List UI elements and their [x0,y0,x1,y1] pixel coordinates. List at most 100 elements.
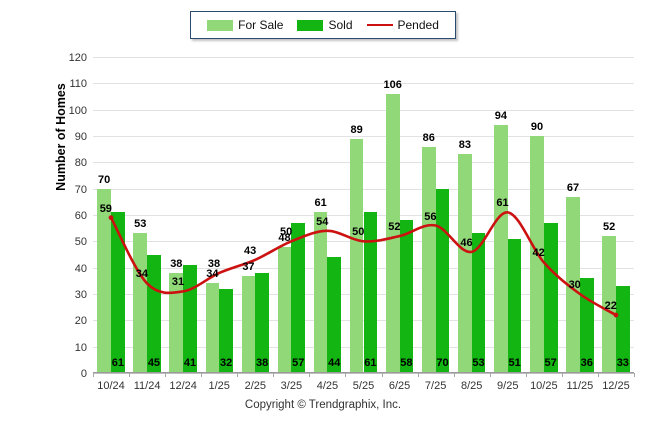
x-axis-tick-label: 7/25 [424,380,447,392]
data-label-for-sale: 67 [566,181,580,194]
x-axis-tick-mark [201,373,203,377]
x-axis-line [93,372,634,373]
data-label-sold: 44 [328,357,341,369]
x-axis-tick-label: 12/24 [169,380,197,392]
y-axis-tick-label: 110 [69,78,87,91]
gridline: 70 [75,184,634,196]
x-axis-tick-label: 8/25 [460,380,483,392]
x-axis-tick-mark [489,373,491,377]
data-label-for-sale: 53 [134,218,147,231]
data-label-for-sale: 48 [278,231,291,244]
x-axis-tick-mark [453,373,455,377]
copyright-note: Copyright © Trendgraphix, Inc. [244,399,402,411]
x-axis-tick-mark [129,373,131,377]
gridline: 80 [75,157,634,169]
data-label-pended: 56 [424,210,437,223]
x-axis-tick-label: 1/25 [208,380,230,392]
data-label-sold: 58 [400,357,413,369]
chart-plot-area: 0 10 20 30 40 50 60 70 80 90 100 110 120 10/24 11/24 12… [69,52,635,392]
data-label-sold: 33 [616,357,629,369]
x-axis-tick-mark [597,373,599,377]
x-axis-tick-mark [273,373,275,377]
data-label-pended: 22 [604,300,617,313]
data-label-pended: 31 [171,276,185,289]
gridline: 90 [75,131,634,143]
x-axis-tick-label: 3/25 [280,380,303,392]
x-axis-tick-mark [93,373,94,377]
x-axis-tick-mark [165,373,167,377]
data-label-pended: 61 [496,197,509,210]
x-axis-tick-label: 5/25 [352,380,375,392]
y-axis-tick-label: 100 [68,104,87,117]
data-label-for-sale: 86 [422,131,435,144]
y-axis-title: Number of Homes [54,83,68,191]
x-axis-tick-label: 4/25 [316,380,339,392]
x-axis-tick-mark [237,373,239,377]
data-label-for-sale: 70 [98,173,111,186]
data-label-sold: 61 [364,357,377,369]
data-label-pended: 50 [280,226,293,239]
x-axis-tick-mark [417,373,419,377]
data-label-sold: 57 [292,357,305,369]
data-label-pended: 42 [532,247,545,260]
data-label-for-sale: 89 [350,123,363,136]
data-label-sold: 70 [436,357,449,369]
x-axis-tick-mark [381,373,383,377]
data-label-sold: 36 [580,357,593,369]
legend-item-for-sale: For Sale [207,18,283,32]
bar-sold[interactable] [615,286,630,373]
data-label-for-sale: 106 [383,78,402,91]
legend-item-sold: Sold [297,18,353,32]
data-label-sold: 51 [508,357,521,369]
legend-label-sold: Sold [328,18,353,32]
data-label-pended: 34 [135,268,149,281]
x-axis-tick-mark [309,373,311,377]
data-label-for-sale: 38 [170,257,183,270]
chart-legend: For Sale Sold Pended [190,11,456,39]
data-labels-layer: 70 61 59 53 45 34 38 41 31 34 32 38 37 38 43 48 57 50 61 44… [93,57,634,373]
x-axis-tick-label: 11/25 [566,380,594,392]
x-axis-tick-label: 6/25 [388,380,411,392]
legend-swatch-for-sale-icon [207,19,234,31]
data-label-for-sale: 94 [494,110,508,123]
y-axis-tick-label: 30 [74,289,87,301]
y-axis-tick-label: 50 [74,236,87,249]
legend-label-pended: Pended [397,18,439,32]
y-axis-tick-label: 90 [74,131,87,143]
bar-for-sale[interactable] [97,188,112,373]
data-label-pended: 59 [99,202,112,215]
data-label-pended: 38 [207,257,221,270]
data-label-sold: 61 [111,357,124,369]
gridline: 100 [69,105,634,117]
x-axis-tick-label: 11/24 [133,380,161,392]
y-axis-tick-label: 80 [74,157,87,170]
data-label-for-sale: 34 [206,268,219,281]
x-axis-tick-label: 12/25 [602,380,630,392]
gridlines-and-ticks: 0 10 20 30 40 50 60 70 80 90 100 110 120 10/24 11/24 12… [69,52,635,392]
legend-swatch-sold-icon [297,19,324,31]
data-label-sold: 53 [472,357,485,369]
data-label-pended: 30 [568,279,581,291]
data-label-sold: 38 [256,357,269,369]
x-axis-tick-label: 2/25 [244,380,267,392]
gridline: 0 [81,368,634,380]
data-label-sold: 45 [147,357,161,369]
data-label-pended: 52 [388,221,401,234]
data-label-for-sale: 52 [602,221,616,234]
data-label-for-sale: 90 [530,121,544,133]
y-axis-tick-label: 20 [74,315,87,328]
x-axis-tick-mark [525,373,527,377]
data-label-for-sale: 37 [242,260,255,273]
x-axis-tick-mark [634,373,635,377]
x-axis-tick-label: 10/25 [530,380,558,392]
gridline: 110 [69,78,634,90]
data-label-sold: 41 [183,357,197,369]
data-label-sold: 57 [544,357,557,369]
x-axis-tick-label: 10/24 [97,380,125,392]
data-label-pended: 43 [243,244,257,257]
data-label-sold: 32 [219,357,233,369]
x-axis-tick-label: 9/25 [497,380,519,392]
gridline: 120 [69,52,634,64]
y-axis-tick-label: 0 [80,368,87,380]
y-axis-tick-label: 60 [74,210,87,222]
